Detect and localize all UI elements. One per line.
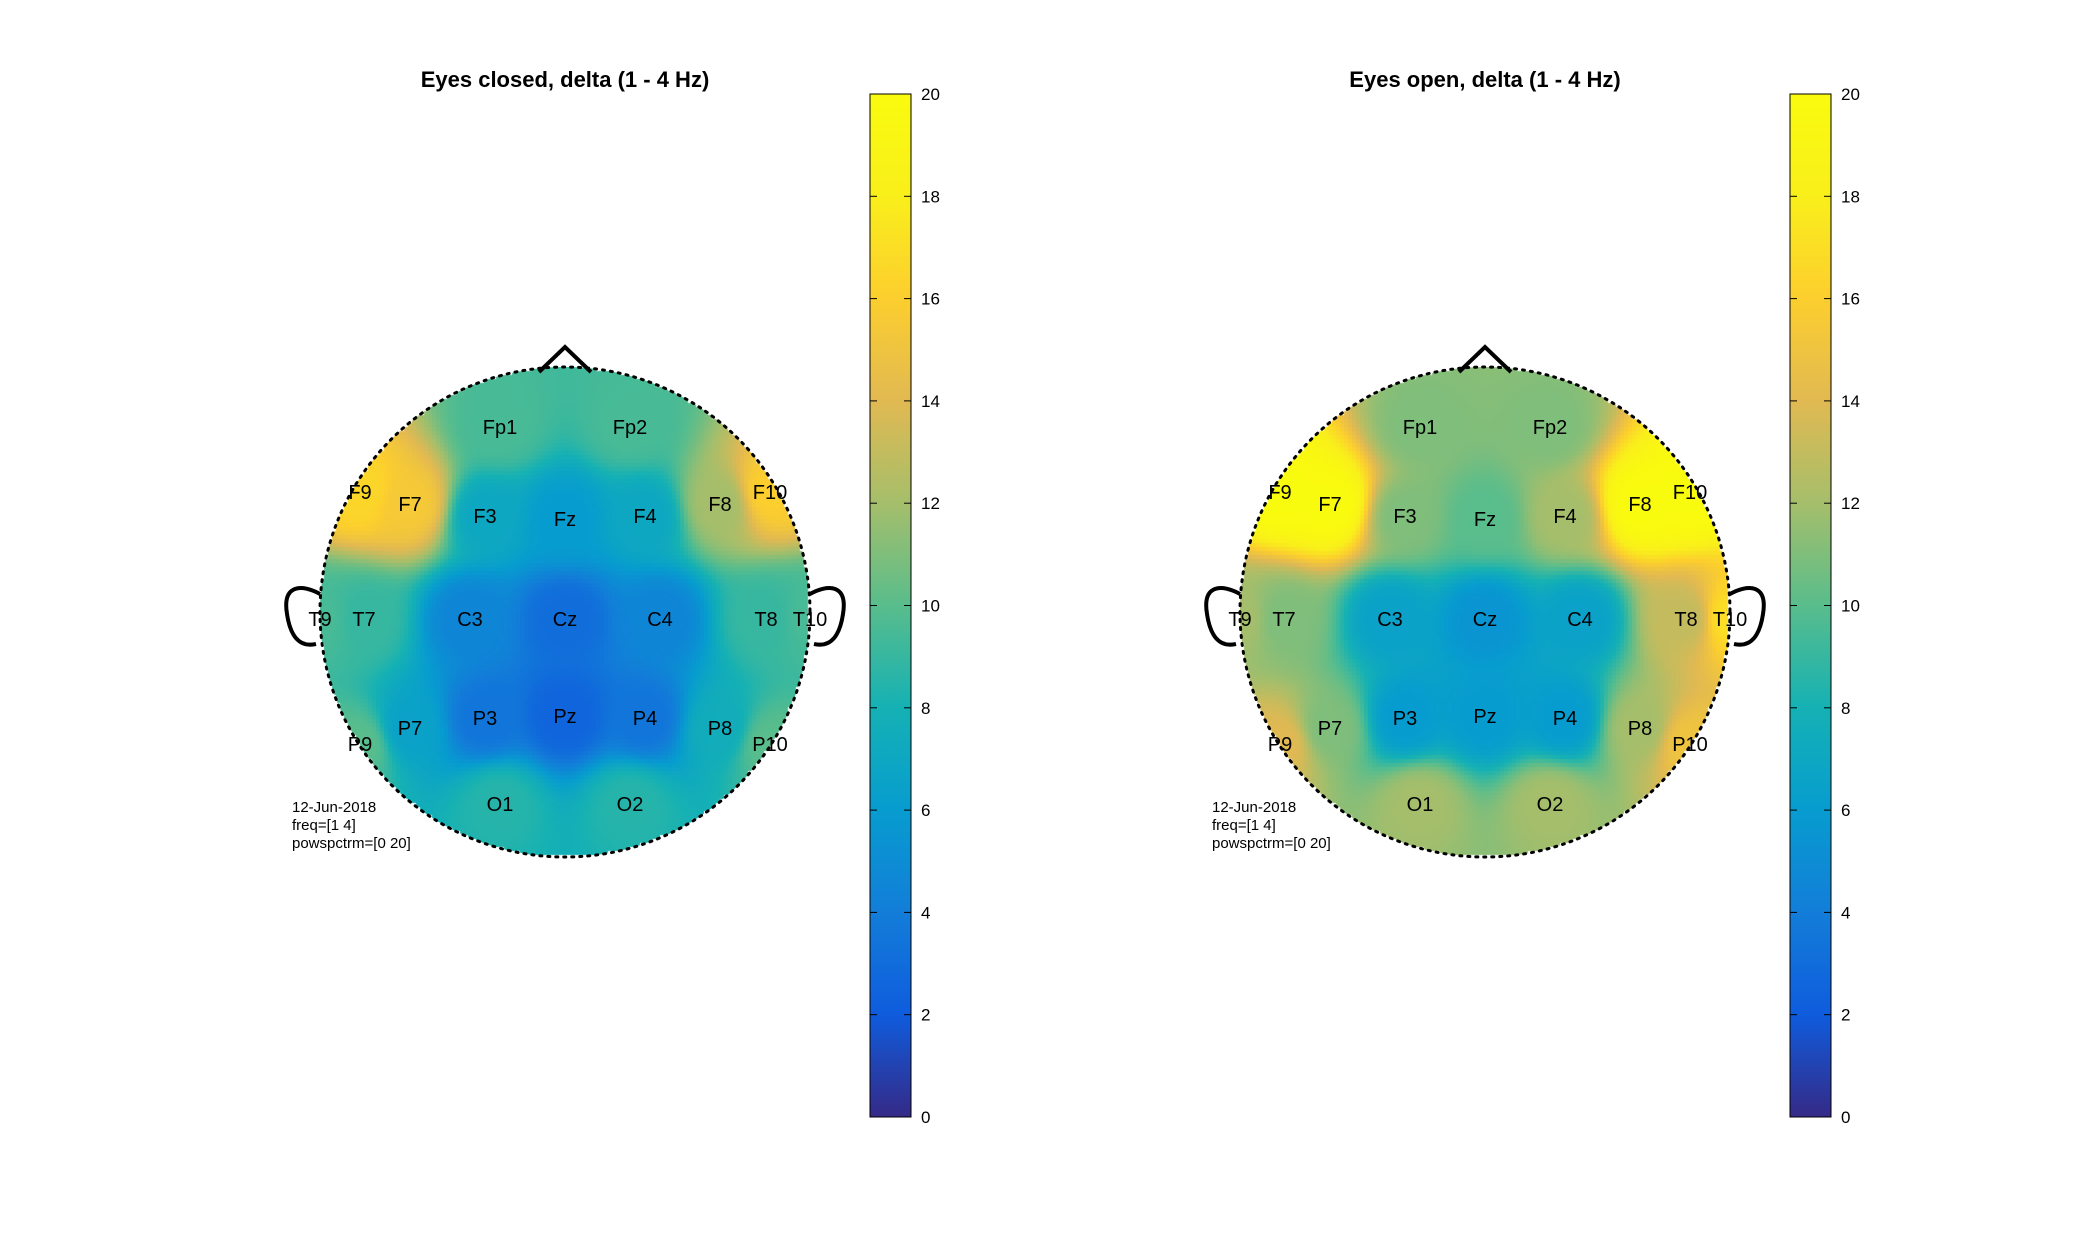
- electrode-label-c4: C4: [1567, 609, 1593, 631]
- electrode-label-f3: F3: [473, 506, 496, 528]
- right-ear-icon: [809, 586, 846, 647]
- electrode-label-c3: C3: [1377, 609, 1403, 631]
- electrode-label-f8: F8: [708, 494, 731, 516]
- colorbar-tick-label: 14: [921, 392, 940, 411]
- colorbar-tick-label: 12: [1841, 494, 1860, 513]
- electrode-label-p10: P10: [1672, 734, 1708, 756]
- left-ear-icon: [1204, 586, 1241, 647]
- info-note: 12-Jun-2018: [292, 799, 376, 816]
- electrode-label-t8: T8: [1674, 609, 1697, 631]
- colorbar-tick-label: 4: [1841, 903, 1850, 922]
- topoplot-panel-eyes-open: Eyes open, delta (1 - 4 Hz) Fp1 Fp2 F9 F7 F3 F…: [920, 0, 1961, 1250]
- info-note: powspctrm=[0 20]: [1212, 835, 1331, 852]
- electrode-label-p3: P3: [473, 708, 497, 730]
- electrode-label-o2: O2: [1537, 794, 1564, 816]
- electrode-label-t10: T10: [1713, 609, 1747, 631]
- colorbar-tick-label: 4: [921, 903, 930, 922]
- electrode-label-fp2: Fp2: [613, 417, 647, 439]
- colorbar-tick-label: 6: [1841, 801, 1850, 820]
- electrode-label-o1: O1: [1407, 794, 1434, 816]
- colorbar-tick-label: 2: [1841, 1006, 1850, 1025]
- colorbar-tick-label: 20: [1841, 85, 1860, 104]
- colorbar-tick-label: 2: [921, 1006, 930, 1025]
- electrode-label-p7: P7: [398, 718, 422, 740]
- scalp-heatmap: [320, 367, 810, 857]
- electrode-label-f10: F10: [753, 482, 787, 504]
- left-ear-icon: [284, 586, 321, 647]
- electrode-label-f10: F10: [1673, 482, 1707, 504]
- chart-title: Eyes closed, delta (1 - 4 Hz): [421, 67, 710, 92]
- electrode-label-p3: P3: [1393, 708, 1417, 730]
- colorbar-tick-label: 14: [1841, 392, 1860, 411]
- electrode-label-f4: F4: [1553, 506, 1576, 528]
- electrode-label-f3: F3: [1393, 506, 1416, 528]
- head-outline: [1238, 365, 1732, 859]
- electrode-label-t7: T7: [1272, 609, 1295, 631]
- electrode-label-f9: F9: [348, 482, 371, 504]
- chart-title: Eyes open, delta (1 - 4 Hz): [1349, 67, 1620, 92]
- info-note: freq=[1 4]: [292, 817, 356, 834]
- electrode-label-t9: T9: [1228, 609, 1251, 631]
- electrode-label-cz: Cz: [1473, 609, 1497, 631]
- electrode-label-pz: Pz: [1473, 706, 1496, 728]
- scalp-heatmap: [1240, 367, 1730, 857]
- colorbar-tick-label: 18: [921, 187, 940, 206]
- topoplot-panel-eyes-closed: Eyes closed, delta (1 - 4 Hz) Fp1 Fp2 F9 F7 F…: [0, 0, 1041, 1250]
- electrode-label-t8: T8: [754, 609, 777, 631]
- colorbar-tick-label: 6: [921, 801, 930, 820]
- electrode-label-f9: F9: [1268, 482, 1291, 504]
- electrode-label-fp1: Fp1: [483, 417, 517, 439]
- electrode-label-f7: F7: [1318, 494, 1341, 516]
- colorbar-tick-label: 16: [921, 290, 940, 309]
- electrode-label-t7: T7: [352, 609, 375, 631]
- head-outline: [318, 365, 812, 859]
- colorbar-tick-label: 12: [921, 494, 940, 513]
- electrode-label-pz: Pz: [553, 706, 576, 728]
- nose-icon: [1457, 344, 1513, 374]
- topoplot-eyes-open: Eyes open, delta (1 - 4 Hz) Fp1 Fp2 F9 F7 F3 F…: [1204, 67, 1860, 1127]
- colorbar-tick-label: 18: [1841, 187, 1860, 206]
- electrode-label-c3: C3: [457, 609, 483, 631]
- right-ear-icon: [1729, 586, 1766, 647]
- colorbar-tick-label: 0: [1841, 1108, 1850, 1127]
- electrode-label-p4: P4: [1553, 708, 1577, 730]
- electrode-label-p4: P4: [633, 708, 657, 730]
- colorbar-tick-label: 8: [1841, 699, 1850, 718]
- electrode-label-t10: T10: [793, 609, 827, 631]
- electrode-label-p7: P7: [1318, 718, 1342, 740]
- electrode-label-cz: Cz: [553, 609, 577, 631]
- electrode-label-p10: P10: [752, 734, 788, 756]
- electrode-label-f7: F7: [398, 494, 421, 516]
- colorbar-tick-label: 10: [1841, 597, 1860, 616]
- colorbar-tick-label: 8: [921, 699, 930, 718]
- electrode-label-p9: P9: [348, 734, 372, 756]
- info-note: powspctrm=[0 20]: [292, 835, 411, 852]
- electrode-label-f8: F8: [1628, 494, 1651, 516]
- info-note: freq=[1 4]: [1212, 817, 1276, 834]
- electrode-label-o1: O1: [487, 794, 514, 816]
- electrode-label-f4: F4: [633, 506, 656, 528]
- topoplot-eyes-closed: Eyes closed, delta (1 - 4 Hz) Fp1 Fp2 F9 F7 F…: [284, 67, 940, 1127]
- electrode-label-c4: C4: [647, 609, 673, 631]
- colorbar-tick-label: 0: [921, 1108, 930, 1127]
- electrode-label-fp1: Fp1: [1403, 417, 1437, 439]
- colorbar-tick-label: 20: [921, 85, 940, 104]
- electrode-label-o2: O2: [617, 794, 644, 816]
- colorbar-tick-label: 16: [1841, 290, 1860, 309]
- nose-icon: [537, 344, 593, 374]
- electrode-label-fz: Fz: [1474, 509, 1496, 531]
- electrode-label-t9: T9: [308, 609, 331, 631]
- colorbar-tick-label: 10: [921, 597, 940, 616]
- electrode-label-p8: P8: [708, 718, 732, 740]
- electrode-label-fz: Fz: [554, 509, 576, 531]
- electrode-label-p9: P9: [1268, 734, 1292, 756]
- electrode-label-fp2: Fp2: [1533, 417, 1567, 439]
- electrode-label-p8: P8: [1628, 718, 1652, 740]
- info-note: 12-Jun-2018: [1212, 799, 1296, 816]
